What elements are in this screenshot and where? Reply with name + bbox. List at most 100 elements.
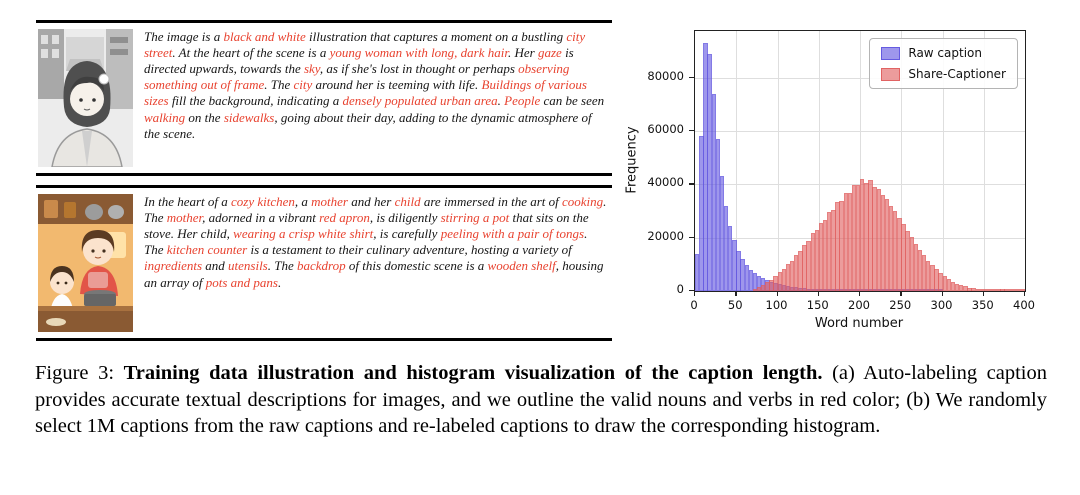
text-segment: and her — [348, 194, 395, 209]
x-tick-mark — [900, 291, 902, 296]
histogram-bar-raw — [732, 240, 737, 291]
histogram-bar-share — [987, 289, 993, 291]
text-segment: , housing an array of — [144, 258, 604, 290]
x-tick-mark — [941, 291, 943, 296]
histogram-bar-share — [822, 219, 828, 291]
histogram-bar-raw — [699, 136, 704, 291]
text-segment: black and white — [223, 29, 306, 44]
text-segment: . The — [267, 258, 297, 274]
histogram-bar-share — [756, 287, 762, 291]
text-segment: Buildings of various sizes — [144, 77, 587, 109]
text-segment: fill the background, indicating a — [168, 93, 343, 109]
gridline — [736, 31, 738, 291]
gridline — [942, 31, 944, 291]
histogram-bar-share — [954, 283, 960, 291]
text-segment: sky — [303, 61, 320, 77]
histogram-bar-share — [802, 244, 807, 291]
text-segment: mother — [311, 194, 348, 209]
text-segment: of this domestic scene is a — [345, 258, 488, 274]
histogram-bar-share — [888, 205, 894, 291]
text-segment: Figure 3: — [35, 362, 124, 384]
histogram-bar-share — [934, 269, 939, 291]
text-segment: utensils — [228, 258, 268, 274]
text-segment: , adorned in a vibrant — [202, 210, 320, 226]
histogram-bar-share — [855, 184, 861, 291]
x-tick-label: 250 — [889, 298, 912, 312]
histogram-bar-share — [876, 189, 881, 291]
text-segment: kitchen counter — [166, 242, 248, 258]
histogram-bar-share — [967, 287, 972, 291]
histogram-bar-share — [794, 254, 799, 291]
text-segment: Training data illustration and histogram… — [123, 362, 823, 384]
histogram-bar-share — [1000, 289, 1005, 291]
text-segment: ingredients — [144, 258, 203, 274]
legend-label: Share-Captioner — [908, 67, 1006, 81]
histogram-bar-share — [872, 187, 877, 291]
histogram-bar-share — [827, 211, 832, 291]
histogram-bar-raw — [719, 176, 725, 291]
text-segment: around her is teeming with life. — [312, 77, 482, 93]
histogram-bar-share — [917, 249, 923, 291]
legend-swatch — [881, 46, 901, 60]
text-segment: . The — [264, 77, 294, 93]
histogram-bar-share — [963, 286, 968, 291]
x-tick-mark — [982, 291, 985, 296]
histogram-bar-share — [860, 179, 865, 291]
street-illustration-art — [38, 29, 133, 167]
caption-examples-panel: The image is a black and white illustrat… — [36, 20, 612, 341]
caption-text-street: The image is a black and white illustrat… — [144, 29, 610, 142]
histogram-bar-share — [769, 279, 774, 291]
histogram-bar-share — [1020, 289, 1025, 291]
text-segment: . Her — [508, 45, 538, 61]
histogram-bar-raw — [748, 269, 754, 291]
text-segment: wearing a crisp white shirt — [233, 226, 374, 242]
text-segment: is directed upwards, towards the — [144, 45, 574, 77]
text-segment: can be seen — [540, 93, 605, 109]
histogram-bar-share — [765, 282, 770, 291]
histogram-bar-share — [851, 185, 857, 291]
text-segment: is a testament to their culinary adventu… — [247, 242, 572, 258]
x-tick-mark — [817, 291, 820, 296]
text-segment: peeling with a pair of tongs — [440, 226, 585, 242]
histogram-bar-share — [884, 198, 890, 291]
histogram-bar-share — [950, 281, 956, 291]
histogram-bar-share — [880, 195, 886, 291]
x-tick-label: 350 — [971, 298, 994, 312]
gridline — [777, 31, 779, 291]
histogram-bar-share — [942, 276, 947, 291]
histogram-bar-share — [798, 250, 803, 291]
x-tick-label: 0 — [690, 298, 698, 312]
gridline — [901, 31, 903, 291]
histogram-bar-share — [839, 200, 844, 291]
x-tick-mark — [694, 291, 696, 296]
histogram-chart: Raw caption Share-Captioner Frequency Wo… — [616, 14, 1076, 354]
histogram-bar-share — [1016, 289, 1022, 291]
text-segment: young woman with long, dark hair — [329, 45, 508, 61]
text-segment: child — [394, 194, 421, 209]
histogram-bar-share — [938, 272, 943, 291]
histogram-bar-share — [893, 210, 898, 291]
histogram-bar-share — [897, 217, 902, 291]
histogram-bar-share — [806, 240, 811, 291]
text-segment: backdrop — [297, 258, 346, 274]
text-segment: The image is a — [144, 29, 224, 44]
text-segment: People — [504, 93, 541, 109]
text-segment: , as if she's lost in thought or perhaps — [319, 61, 519, 77]
x-tick-label: 300 — [930, 298, 953, 312]
histogram-bar-share — [831, 209, 836, 291]
text-segment: wooden shelf — [487, 258, 556, 274]
histogram-bar-share — [909, 237, 914, 291]
histogram-bar-share — [843, 193, 848, 291]
gridline — [860, 31, 861, 291]
histogram-bar-raw — [744, 264, 749, 291]
histogram-bar-share — [773, 276, 778, 291]
histogram-bar-raw — [715, 139, 721, 291]
text-segment: cooking — [562, 194, 604, 209]
caption-text-kitchen: In the heart of a cozy kitchen, a mother… — [144, 194, 610, 291]
text-segment: observing something out of frame — [144, 61, 570, 93]
text-segment: , going about their day, adding to the d… — [144, 109, 592, 141]
legend-item-share-captioner: Share-Captioner — [881, 67, 1006, 81]
text-segment: cozy kitchen — [231, 194, 295, 209]
histogram-bar-share — [901, 224, 906, 291]
histogram-bar-share — [926, 260, 931, 291]
